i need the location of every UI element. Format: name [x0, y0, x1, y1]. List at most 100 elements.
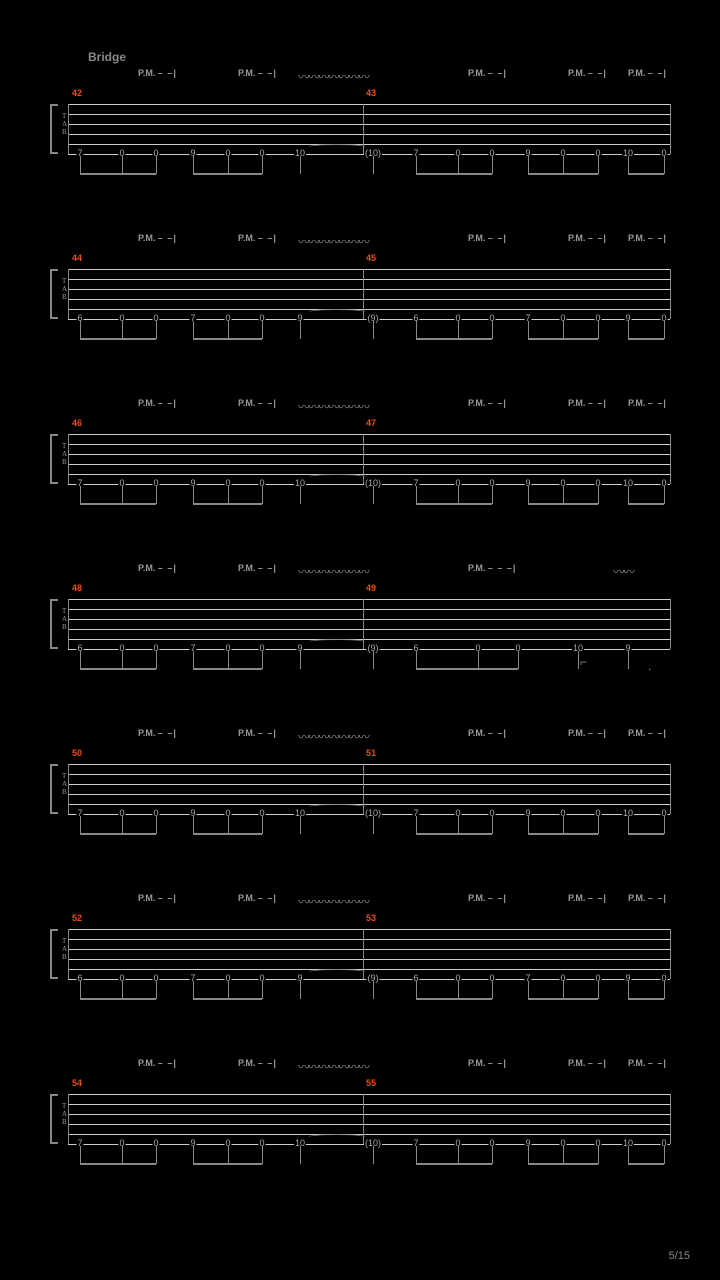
palm-mute-label: P.M. – –|	[138, 563, 177, 573]
palm-mute-label: P.M. – –|	[468, 893, 507, 903]
palm-mute-label: P.M. – –|	[238, 68, 277, 78]
rhythm-stems	[68, 156, 670, 184]
staff-lines: 6007009(9)600109	[68, 599, 670, 649]
tie-arc	[308, 144, 366, 150]
palm-mute-label: P.M. – –|	[468, 728, 507, 738]
palm-mute-label: P.M. – – –|	[468, 563, 516, 573]
rhythm-stems	[68, 981, 670, 1009]
tab-staff: T A B6007009(9)600109	[50, 599, 670, 649]
palm-mute-label: P.M. – –|	[238, 233, 277, 243]
palm-mute-label: P.M. – –|	[568, 1058, 607, 1068]
tab-system: P.M. – –|P.M. – –|P.M. – –|P.M. – –|P.M.…	[50, 68, 670, 203]
annotations-row: P.M. – –|P.M. – –|P.M. – –|P.M. – –|P.M.…	[68, 398, 670, 418]
tab-clef: T A B	[62, 277, 67, 301]
bar-numbers: 52 53	[68, 913, 670, 925]
bar-number: 43	[366, 88, 376, 98]
bar-numbers: 4849	[68, 583, 670, 595]
bar-number: 46	[72, 418, 82, 428]
bar-number: 55	[366, 1078, 376, 1088]
annotations-row: P.M. – –|P.M. – –|P.M. – –|P.M. – –|P.M.…	[68, 233, 670, 253]
vibrato-mark: 〰〰〰〰〰〰〰	[298, 68, 368, 85]
rhythm-stems	[68, 321, 670, 349]
palm-mute-label: P.M. – –|	[628, 728, 667, 738]
palm-mute-label: P.M. – –|	[628, 1058, 667, 1068]
bar-number: 53	[366, 913, 376, 923]
palm-mute-label: P.M. – –|	[138, 233, 177, 243]
bar-numbers: 54 55	[68, 1078, 670, 1090]
annotations-row: P.M. – –|P.M. – –|P.M. – –|P.M. – –|P.M.…	[68, 1058, 670, 1078]
palm-mute-label: P.M. – –|	[468, 1058, 507, 1068]
annotations-row: P.M. – –|P.M. – –|P.M. – –|P.M. – –|P.M.…	[68, 893, 670, 913]
palm-mute-label: P.M. – –|	[238, 398, 277, 408]
palm-mute-label: P.M. – –|	[628, 398, 667, 408]
system-bracket	[50, 434, 58, 484]
palm-mute-label: P.M. – –|	[468, 398, 507, 408]
tab-clef: T A B	[62, 112, 67, 136]
palm-mute-label: P.M. – –|	[628, 68, 667, 78]
staff-lines: 70090010(10)700900100	[68, 764, 670, 814]
palm-mute-label: P.M. – –|	[568, 893, 607, 903]
vibrato-mark: 〰〰〰〰〰〰〰	[298, 1058, 368, 1075]
bar-numbers: 42 43	[68, 88, 670, 100]
tab-clef: T A B	[62, 937, 67, 961]
tab-clef: T A B	[62, 607, 67, 631]
bar-number: 42	[72, 88, 82, 98]
palm-mute-label: P.M. – –|	[138, 728, 177, 738]
tie-arc	[308, 309, 366, 315]
staff-lines: 6007009(9)60070090	[68, 269, 670, 319]
staff-lines: 70090010(10)700900100	[68, 434, 670, 484]
tab-clef: T A B	[62, 442, 67, 466]
rhythm-stems	[68, 816, 670, 844]
vibrato-mark: 〰〰〰〰〰〰〰	[298, 563, 368, 580]
tab-system: P.M. – –| P.M. – –| 〰〰〰〰〰〰〰 P.M. – – –| 〰〰 48…	[50, 563, 670, 698]
system-bracket	[50, 269, 58, 319]
bar-number: 49	[366, 583, 376, 593]
palm-mute-label: P.M. – –|	[238, 728, 277, 738]
staff-lines: 6007009(9)60070090	[68, 929, 670, 979]
vibrato-mark: 〰〰〰〰〰〰〰	[298, 893, 368, 910]
bar-numbers: 46 47	[68, 418, 670, 430]
palm-mute-label: P.M. – –|	[568, 398, 607, 408]
bar-number: 44	[72, 253, 82, 263]
palm-mute-label: P.M. – –|	[628, 893, 667, 903]
staff-lines: 70090010(10)700900100	[68, 104, 670, 154]
system-bracket	[50, 929, 58, 979]
annotations-row: P.M. – –|P.M. – –|P.M. – –|P.M. – –|P.M.…	[68, 728, 670, 748]
tab-system: P.M. – –|P.M. – –|P.M. – –|P.M. – –|P.M.…	[50, 398, 670, 533]
vibrato-mark: 〰〰	[613, 563, 633, 580]
tie-arc	[308, 1134, 366, 1140]
vibrato-mark: 〰〰〰〰〰〰〰	[298, 233, 368, 250]
tab-staff: T A B6007009(9)60070090	[50, 269, 670, 319]
bar-number: 54	[72, 1078, 82, 1088]
staff-lines: 70090010(10)700900100	[68, 1094, 670, 1144]
system-bracket	[50, 104, 58, 154]
tie-arc	[308, 639, 366, 645]
palm-mute-label: P.M. – –|	[138, 1058, 177, 1068]
tab-system: P.M. – –|P.M. – –|P.M. – –|P.M. – –|P.M.…	[50, 1058, 670, 1193]
bar-number: 52	[72, 913, 82, 923]
section-label: Bridge	[88, 50, 670, 64]
tab-system: P.M. – –|P.M. – –|P.M. – –|P.M. – –|P.M.…	[50, 728, 670, 863]
rhythm-dot: .	[648, 659, 651, 673]
vibrato-mark: 〰〰〰〰〰〰〰	[298, 728, 368, 745]
rhythm-stems	[68, 1146, 670, 1174]
tab-clef: T A B	[62, 1102, 67, 1126]
vibrato-mark: 〰〰〰〰〰〰〰	[298, 398, 368, 415]
palm-mute-label: P.M. – –|	[468, 233, 507, 243]
bar-number: 45	[366, 253, 376, 263]
system-bracket	[50, 764, 58, 814]
rhythm-stems: ⌐.	[68, 651, 670, 679]
note-flag: ⌐	[580, 655, 587, 669]
bar-numbers: 44 45	[68, 253, 670, 265]
palm-mute-label: P.M. – –|	[568, 68, 607, 78]
tie-arc	[308, 969, 366, 975]
bar-number: 47	[366, 418, 376, 428]
palm-mute-label: P.M. – –|	[238, 563, 277, 573]
page-number: 5/15	[669, 1250, 690, 1262]
palm-mute-label: P.M. – –|	[628, 233, 667, 243]
tab-clef: T A B	[62, 772, 67, 796]
system-bracket	[50, 1094, 58, 1144]
tab-staff: T A B70090010(10)700900100	[50, 104, 670, 154]
palm-mute-label: P.M. – –|	[138, 68, 177, 78]
bar-number: 50	[72, 748, 82, 758]
